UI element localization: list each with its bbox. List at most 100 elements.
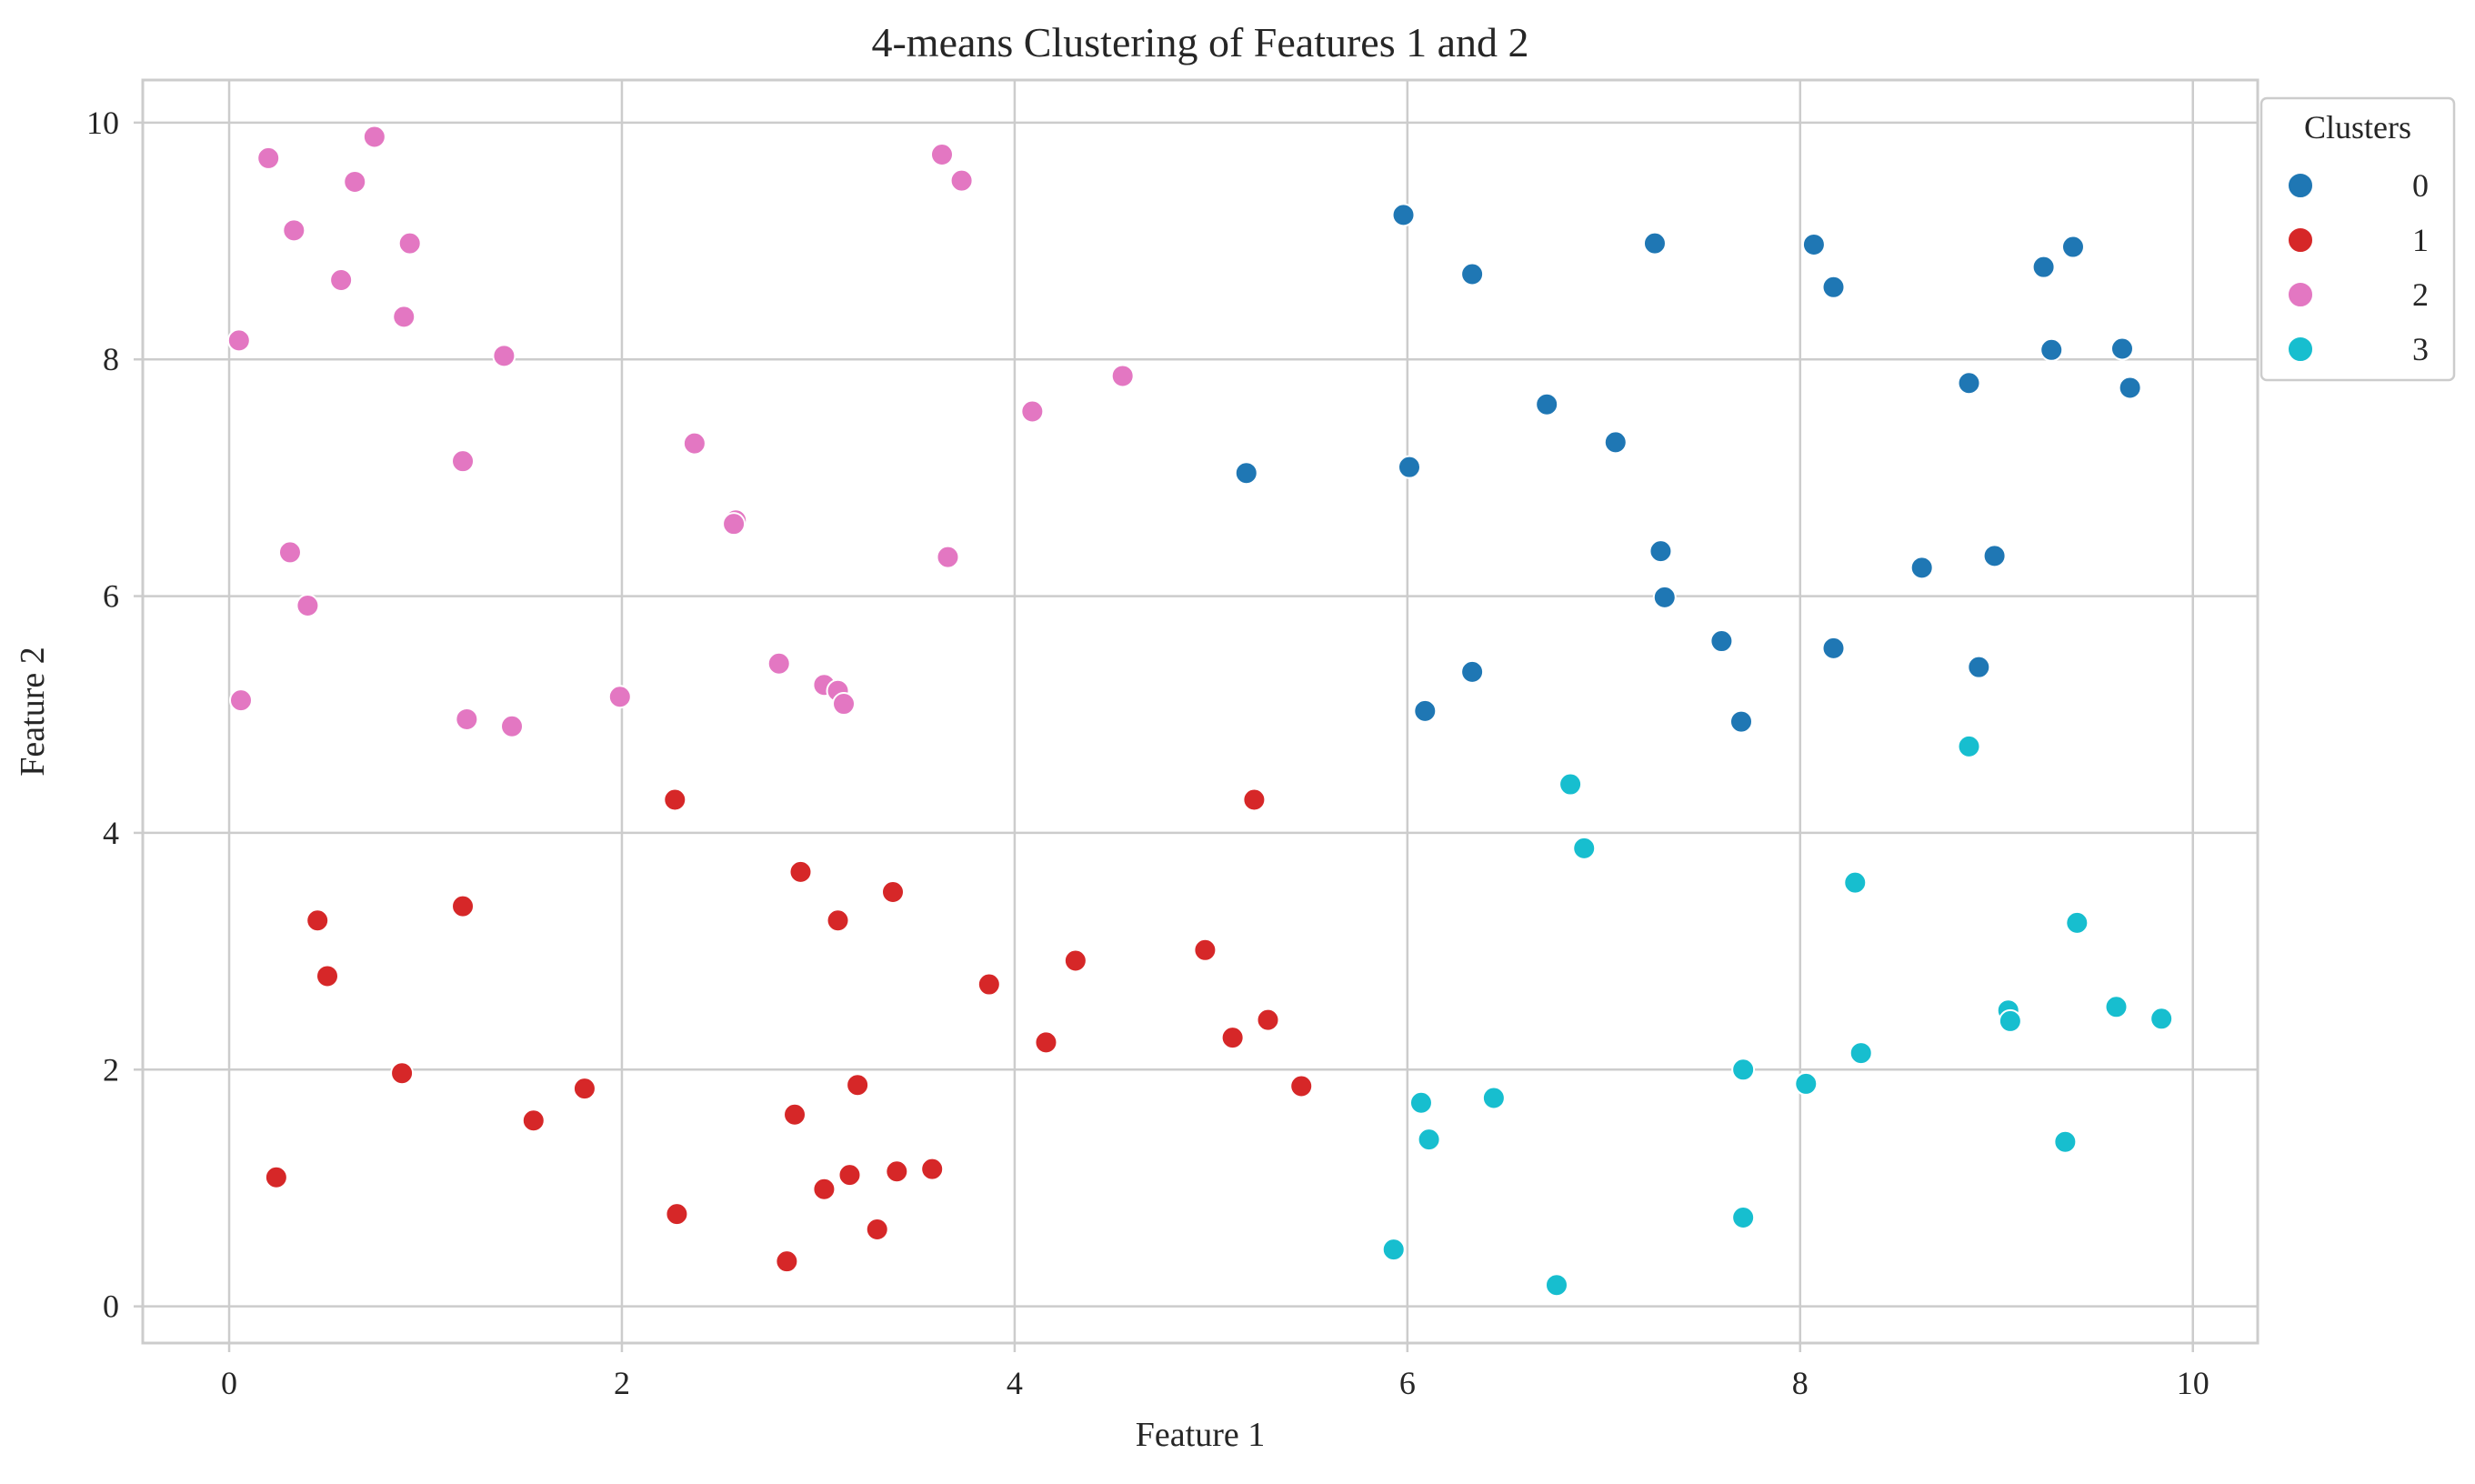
y-axis-label: Feature 2 [14, 647, 52, 776]
cluster-1-point [316, 964, 340, 988]
cluster-0-point [1652, 585, 1677, 609]
cluster-3-point [1843, 870, 1868, 895]
cluster-1-point [521, 1108, 546, 1133]
cluster-1-point [783, 1102, 807, 1127]
cluster-2-point [362, 125, 386, 149]
cluster-2-point [277, 540, 302, 565]
cluster-1-point [1193, 938, 1217, 962]
cluster-1-point [665, 1202, 689, 1227]
cluster-2-point [949, 168, 974, 193]
x-tick-label: 6 [1399, 1365, 1416, 1401]
cluster-3-point [1998, 1008, 2022, 1033]
cluster-0-point [1391, 203, 1416, 227]
points-layer [226, 125, 2174, 1298]
cluster-3-point [2065, 910, 2089, 935]
cluster-0-point [1460, 262, 1485, 286]
cluster-2-point [296, 593, 320, 617]
cluster-2-point [397, 231, 422, 256]
ticks-layer: 0 2 4 6 8 10 0 2 4 6 8 10 [86, 105, 2209, 1401]
cluster-0-point [1603, 430, 1628, 455]
legend-label-3: 3 [2412, 331, 2429, 367]
legend-marker-2 [2287, 281, 2314, 308]
cluster-0-point [1821, 636, 1846, 660]
cluster-3-point [2104, 995, 2129, 1019]
cluster-2-point [682, 431, 706, 456]
x-axis-label: Feature 1 [1136, 1416, 1265, 1454]
legend-marker-1 [2287, 226, 2314, 254]
cluster-2-point [343, 169, 367, 194]
cluster-2-point [451, 449, 476, 474]
cluster-2-point [228, 688, 253, 713]
cluster-1-point [1220, 1026, 1245, 1050]
cluster-0-point [2109, 336, 2134, 361]
cluster-0-point [2060, 235, 2085, 259]
cluster-3-point [1558, 772, 1583, 797]
y-tick-label: 0 [103, 1288, 119, 1325]
cluster-3-point [2053, 1129, 2078, 1154]
cluster-2-point [282, 218, 306, 243]
cluster-1-point [572, 1077, 596, 1101]
cluster-2-point [226, 328, 251, 353]
cluster-0-point [2039, 337, 2064, 362]
cluster-3-point [1417, 1128, 1441, 1152]
cluster-3-point [1481, 1086, 1506, 1110]
cluster-0-point [1642, 231, 1667, 256]
cluster-2-point [500, 714, 525, 738]
legend-label-2: 2 [2412, 276, 2429, 313]
cluster-0-point [1648, 539, 1673, 564]
cluster-1-point [920, 1157, 945, 1181]
cluster-1-point [826, 908, 850, 933]
cluster-0-point [1982, 544, 2007, 568]
cluster-1-point [1256, 1008, 1280, 1032]
legend-marker-3 [2287, 336, 2314, 363]
legend-title: Clusters [2304, 109, 2411, 145]
cluster-3-point [1794, 1071, 1819, 1096]
x-tick-label: 10 [2177, 1365, 2209, 1401]
cluster-1-point [390, 1061, 415, 1086]
cluster-3-point [2149, 1007, 2174, 1031]
legend-label-0: 0 [2412, 167, 2429, 204]
cluster-0-point [1234, 461, 1258, 486]
y-tick-label: 8 [103, 341, 119, 377]
cluster-0-point [2118, 376, 2142, 400]
cluster-1-point [812, 1177, 837, 1201]
cluster-0-point [2031, 255, 2056, 279]
x-tick-label: 8 [1792, 1365, 1809, 1401]
legend-marker-0 [2287, 172, 2314, 199]
cluster-0-point [1398, 455, 1422, 479]
cluster-2-point [1110, 364, 1135, 388]
legend-label-1: 1 [2412, 222, 2429, 258]
cluster-1-point [885, 1159, 909, 1184]
cluster-2-point [936, 545, 960, 569]
cluster-1-point [264, 1165, 288, 1189]
cluster-1-point [1289, 1074, 1314, 1098]
cluster-1-point [451, 894, 476, 918]
cluster-0-point [1821, 275, 1846, 299]
x-tick-label: 0 [221, 1365, 237, 1401]
y-tick-label: 2 [103, 1051, 119, 1088]
y-tick-label: 10 [86, 105, 119, 141]
cluster-3-point [1544, 1273, 1568, 1298]
cluster-2-point [722, 512, 747, 536]
cluster-0-point [1460, 659, 1485, 684]
cluster-3-point [1849, 1041, 1873, 1066]
cluster-1-point [1063, 948, 1087, 973]
cluster-1-point [788, 859, 813, 884]
cluster-1-point [663, 787, 687, 812]
legend: Clusters 0 1 2 3 [2260, 96, 2456, 382]
cluster-1-point [1242, 787, 1267, 812]
cluster-1-point [881, 880, 906, 905]
cluster-2-point [832, 692, 857, 717]
cluster-1-point [837, 1163, 862, 1188]
legend-box [2260, 96, 2456, 382]
cluster-1-point [1034, 1030, 1058, 1055]
x-tick-label: 4 [1007, 1365, 1023, 1401]
cluster-0-point [1957, 371, 1981, 396]
cluster-1-point [846, 1073, 870, 1098]
cluster-2-point [767, 651, 791, 676]
cluster-2-point [492, 344, 516, 368]
cluster-2-point [392, 305, 416, 329]
cluster-0-point [1728, 709, 1753, 734]
